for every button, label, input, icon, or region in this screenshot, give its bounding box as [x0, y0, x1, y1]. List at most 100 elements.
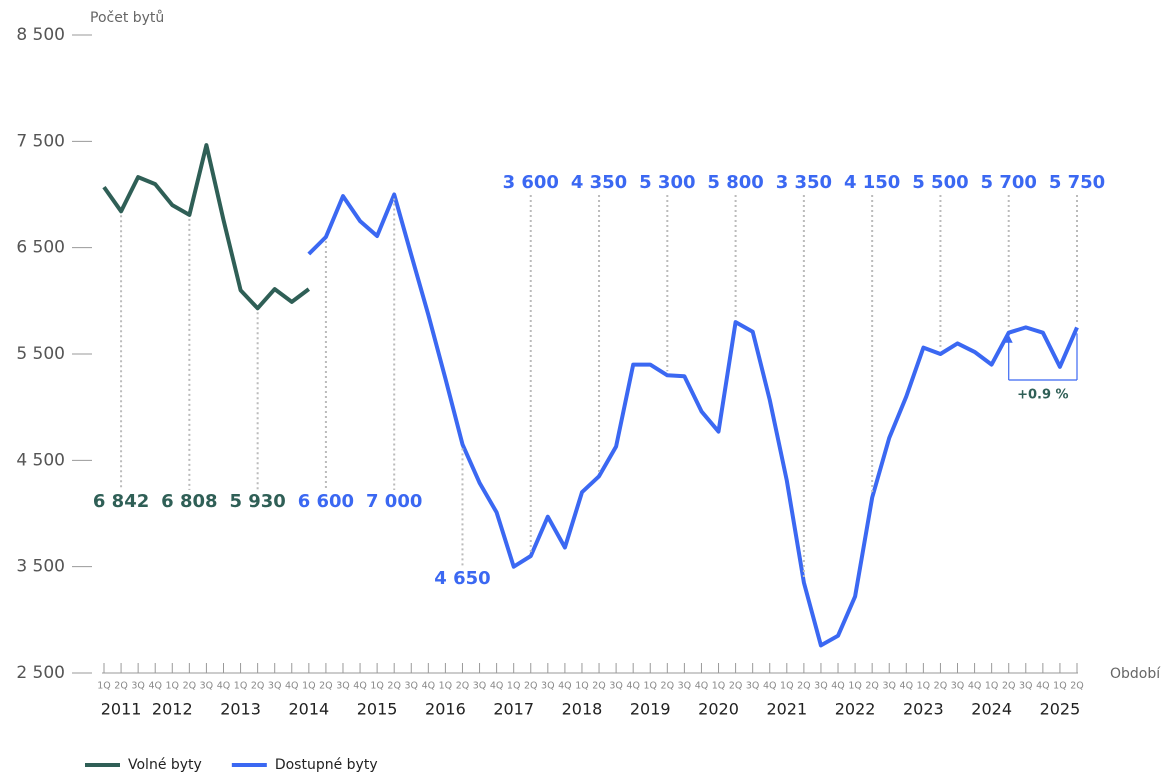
x-tick-label: 1Q	[370, 681, 384, 692]
x-axis-label: Období	[1110, 666, 1161, 682]
x-tick-label: 4Q	[626, 681, 640, 692]
data-label: 4 150	[844, 172, 900, 193]
x-tick-label: 4Q	[422, 681, 436, 692]
x-tick-label: 1Q	[985, 681, 999, 692]
x-tick-label: 2Q	[661, 681, 675, 692]
x-tick-label: 2Q	[183, 681, 197, 692]
x-tick-label: 2Q	[797, 681, 811, 692]
year-label: 2024	[971, 700, 1012, 719]
x-tick-label: 3Q	[336, 681, 350, 692]
bracket-arrow	[1004, 334, 1013, 343]
year-label: 2011	[101, 700, 142, 719]
x-tick-label: 4Q	[490, 681, 504, 692]
year-label: 2015	[357, 700, 398, 719]
legend-label: Dostupné byty	[275, 757, 378, 773]
x-tick-label: 2Q	[729, 681, 743, 692]
x-tick-label: 2Q	[251, 681, 265, 692]
data-label: 7 000	[366, 491, 422, 512]
x-tick-label: 1Q	[712, 681, 726, 692]
x-tick-label: 2Q	[934, 681, 948, 692]
data-label: 6 842	[93, 491, 149, 512]
year-label: 2013	[220, 700, 261, 719]
x-tick-label: 4Q	[285, 681, 299, 692]
x-tick-label: 3Q	[814, 681, 828, 692]
x-tick-label: 4Q	[353, 681, 367, 692]
x-tick-label: 4Q	[831, 681, 845, 692]
series-line	[102, 143, 311, 311]
data-label: 6 808	[161, 491, 217, 512]
year-label: 2020	[698, 700, 739, 719]
x-tick-label: 2Q	[456, 681, 470, 692]
year-label: 2016	[425, 700, 466, 719]
year-label: 2021	[766, 700, 807, 719]
x-tick-label: 4Q	[148, 681, 162, 692]
x-tick-label: 3Q	[678, 681, 692, 692]
x-tick-label: 4Q	[558, 681, 572, 692]
year-label: 2019	[630, 700, 671, 719]
x-tick-label: 1Q	[507, 681, 521, 692]
x-tick-label: 1Q	[917, 681, 931, 692]
data-label: 5 750	[1049, 172, 1105, 193]
legend-label: Volné byty	[128, 757, 202, 773]
data-label: 5 800	[707, 172, 763, 193]
x-tick-label: 4Q	[695, 681, 709, 692]
x-tick-label: 3Q	[404, 681, 418, 692]
x-tick-label: 3Q	[131, 681, 145, 692]
y-tick-label: 6 500	[16, 238, 65, 258]
x-tick-label: 3Q	[951, 681, 965, 692]
x-tick-label: 3Q	[1019, 681, 1033, 692]
x-tick-label: 2Q	[387, 681, 401, 692]
year-label: 2023	[903, 700, 944, 719]
x-tick-label: 1Q	[643, 681, 657, 692]
x-tick-label: 2Q	[592, 681, 606, 692]
x-tick-label: 1Q	[302, 681, 316, 692]
data-label: 5 300	[639, 172, 695, 193]
x-tick-label: 2Q	[1002, 681, 1016, 692]
x-tick-label: 1Q	[780, 681, 794, 692]
x-tick-label: 3Q	[746, 681, 760, 692]
x-tick-label: 2Q	[524, 681, 538, 692]
x-tick-label: 4Q	[900, 681, 914, 692]
x-tick-label: 2Q	[319, 681, 333, 692]
x-tick-label: 4Q	[1036, 681, 1050, 692]
x-tick-label: 1Q	[97, 681, 111, 692]
y-tick-label: 7 500	[16, 131, 65, 151]
x-tick-label: 3Q	[200, 681, 214, 692]
year-label: 2025	[1040, 700, 1081, 719]
x-tick-label: 4Q	[217, 681, 231, 692]
x-tick-label: 3Q	[268, 681, 282, 692]
year-label: 2014	[288, 700, 329, 719]
y-tick-label: 5 500	[16, 344, 65, 364]
data-label: 3 600	[503, 172, 559, 193]
y-tick-label: 2 500	[16, 663, 65, 683]
y-tick-label: 8 500	[16, 25, 65, 45]
x-tick-label: 2Q	[1070, 681, 1084, 692]
x-tick-label: 1Q	[575, 681, 589, 692]
y-tick-label: 3 500	[16, 557, 65, 577]
data-label: 4 650	[434, 568, 490, 589]
year-label: 2022	[835, 700, 876, 719]
x-tick-label: 1Q	[439, 681, 453, 692]
data-label: 3 350	[776, 172, 832, 193]
x-tick-label: 3Q	[882, 681, 896, 692]
x-tick-label: 1Q	[234, 681, 248, 692]
data-label: 4 350	[571, 172, 627, 193]
x-tick-label: 3Q	[473, 681, 487, 692]
data-label: 5 930	[229, 491, 285, 512]
x-tick-label: 1Q	[1053, 681, 1067, 692]
data-label: 6 600	[298, 491, 354, 512]
x-tick-label: 1Q	[848, 681, 862, 692]
x-tick-label: 4Q	[763, 681, 777, 692]
data-label: 5 500	[912, 172, 968, 193]
year-label: 2012	[152, 700, 193, 719]
x-tick-label: 2Q	[865, 681, 879, 692]
y-tick-label: 4 500	[16, 450, 65, 470]
y-axis-label: Počet bytů	[90, 10, 164, 26]
x-tick-label: 1Q	[166, 681, 180, 692]
year-label: 2018	[562, 700, 603, 719]
series-line	[307, 192, 1079, 648]
annotation: +0.9 %	[1017, 388, 1068, 403]
x-tick-label: 3Q	[541, 681, 555, 692]
x-tick-label: 3Q	[609, 681, 623, 692]
